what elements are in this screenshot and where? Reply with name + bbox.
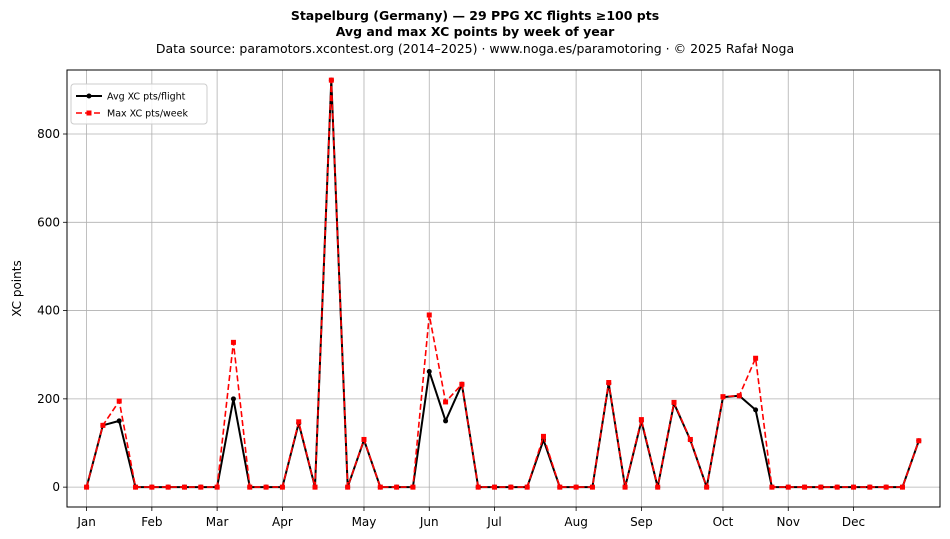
x-tick-label: Feb — [141, 515, 162, 529]
data-point — [720, 394, 726, 400]
data-point — [116, 398, 122, 404]
data-point — [638, 417, 644, 423]
series-layer — [84, 77, 922, 490]
legend: Avg XC pts/flight Max XC pts/week — [70, 83, 208, 125]
data-point — [508, 484, 514, 490]
legend-marker — [86, 110, 92, 116]
data-point — [443, 399, 449, 405]
series-max — [84, 77, 922, 490]
data-point — [687, 436, 693, 442]
data-point — [753, 407, 759, 413]
data-point — [230, 339, 236, 345]
x-tick-label: Jun — [419, 515, 439, 529]
data-point — [361, 436, 367, 442]
data-point — [426, 312, 432, 318]
data-point — [149, 484, 155, 490]
x-tick-label: Mar — [206, 515, 229, 529]
data-point — [655, 484, 661, 490]
data-point — [851, 484, 857, 490]
data-point — [671, 399, 677, 405]
x-tick-label: Nov — [777, 515, 800, 529]
x-tick-label: Sep — [630, 515, 653, 529]
chart-title-line2: Avg and max XC points by week of year — [335, 24, 615, 39]
data-point — [443, 418, 449, 424]
data-point — [263, 484, 269, 490]
data-point — [867, 484, 873, 490]
y-tick-label: 0 — [52, 480, 60, 494]
data-point — [524, 484, 530, 490]
data-point — [181, 484, 187, 490]
data-point — [606, 380, 612, 386]
series-line — [85, 79, 920, 488]
x-tick-label: Aug — [564, 515, 587, 529]
data-point — [100, 422, 106, 428]
data-point — [557, 484, 563, 490]
plot-frame — [66, 69, 941, 508]
x-tick-label: Apr — [272, 515, 293, 529]
data-point — [377, 484, 383, 490]
data-point — [818, 484, 824, 490]
data-point — [802, 484, 808, 490]
y-tick-label: 400 — [37, 304, 60, 318]
chart-titles: Stapelburg (Germany) — 29 PPG XC flights… — [0, 8, 950, 57]
data-point — [312, 484, 318, 490]
series-line — [85, 79, 920, 489]
data-point — [785, 484, 791, 490]
data-point — [230, 396, 236, 402]
data-point — [899, 484, 905, 490]
data-point — [704, 484, 710, 490]
chart-title: Stapelburg (Germany) — 29 PPG XC flights… — [290, 8, 660, 23]
y-tick-label: 600 — [37, 215, 60, 229]
y-axis-label: XC points — [10, 260, 24, 316]
x-tick-label: Dec — [842, 515, 865, 529]
chart-subtitle: Data source: paramotors.xcontest.org (20… — [155, 41, 795, 56]
data-point — [459, 381, 465, 387]
y-tick-label: 200 — [37, 392, 60, 406]
data-point — [573, 484, 579, 490]
y-tick-label: 800 — [37, 127, 60, 141]
data-point — [165, 484, 171, 490]
data-point — [492, 484, 498, 490]
legend-label: Max XC pts/week — [107, 109, 188, 120]
data-point — [116, 418, 122, 424]
legend-label: Avg XC pts/flight — [107, 92, 186, 103]
legend-box — [70, 83, 208, 125]
x-tick-label: May — [352, 515, 377, 529]
axis-ticks: Jan Feb Mar Apr May Jun Jul Aug Sep Oct Nov Dec 0 200… — [37, 127, 865, 529]
data-point — [426, 368, 432, 374]
grid-lines — [67, 70, 940, 507]
data-point — [394, 484, 400, 490]
data-point — [589, 484, 595, 490]
data-point — [279, 484, 285, 490]
x-tick-label: Jan — [76, 515, 96, 529]
data-point — [769, 484, 775, 490]
data-point — [475, 484, 481, 490]
data-point — [883, 484, 889, 490]
x-tick-label: Oct — [713, 515, 734, 529]
legend-marker — [86, 93, 92, 99]
data-point — [84, 484, 90, 490]
data-point — [540, 433, 546, 439]
data-point — [345, 484, 351, 490]
data-point — [133, 484, 139, 490]
data-point — [328, 77, 334, 83]
data-point — [622, 484, 628, 490]
data-point — [410, 484, 416, 490]
data-point — [753, 355, 759, 361]
data-point — [214, 484, 220, 490]
x-tick-label: Jul — [486, 515, 501, 529]
data-point — [247, 484, 253, 490]
data-point — [296, 419, 302, 425]
data-point — [916, 438, 922, 444]
series-avg — [84, 77, 922, 490]
data-point — [198, 484, 204, 490]
data-point — [736, 393, 742, 399]
data-point — [834, 484, 840, 490]
